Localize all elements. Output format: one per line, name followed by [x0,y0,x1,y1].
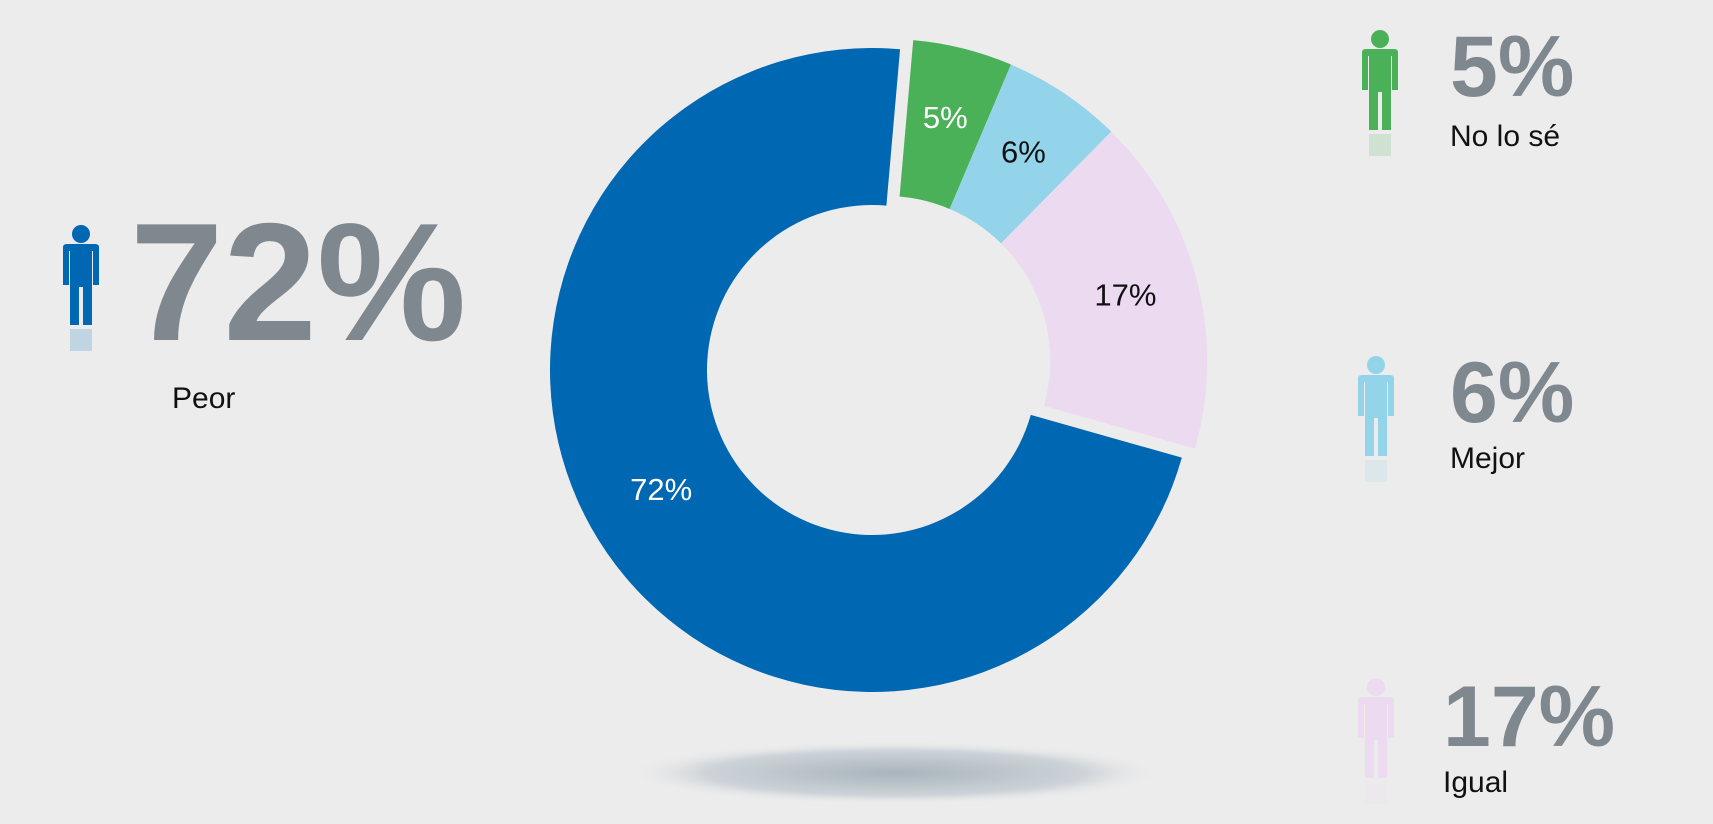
icon-head [1371,30,1389,48]
big-percent: 5% [1450,19,1574,115]
icon-reflection [70,329,92,351]
icon-head [1367,678,1385,696]
person-icon [1358,678,1394,804]
slice-label: 5% [923,100,968,135]
slice-label: 72% [630,472,692,507]
big-percent: 17% [1443,669,1615,765]
legend-label: Igual [1443,766,1508,799]
donut-slice [550,48,1182,693]
icon-head [72,225,90,243]
icon-reflection [1365,782,1387,804]
slice-label: 17% [1094,278,1156,313]
icon-head [1367,356,1385,374]
icon-body [1362,49,1398,130]
icon-reflection [1369,134,1391,156]
icon-body [1358,375,1394,456]
donut-slice [949,64,1112,244]
person-icon [1362,30,1398,156]
legend-label: No lo sé [1450,120,1560,153]
person-icon [63,225,99,351]
icon-body [1358,697,1394,778]
donut-slice [1001,131,1208,449]
slice-label: 6% [1001,135,1046,170]
big-percent: 72% [130,188,466,376]
icon-reflection [1365,460,1387,482]
legend-label: Mejor [1450,442,1525,475]
big-percent: 6% [1450,345,1574,441]
icon-body [63,244,99,325]
shadow [625,741,1165,805]
person-icon [1358,356,1394,482]
legend-label: Peor [172,382,235,415]
donut-slice [899,40,1011,210]
